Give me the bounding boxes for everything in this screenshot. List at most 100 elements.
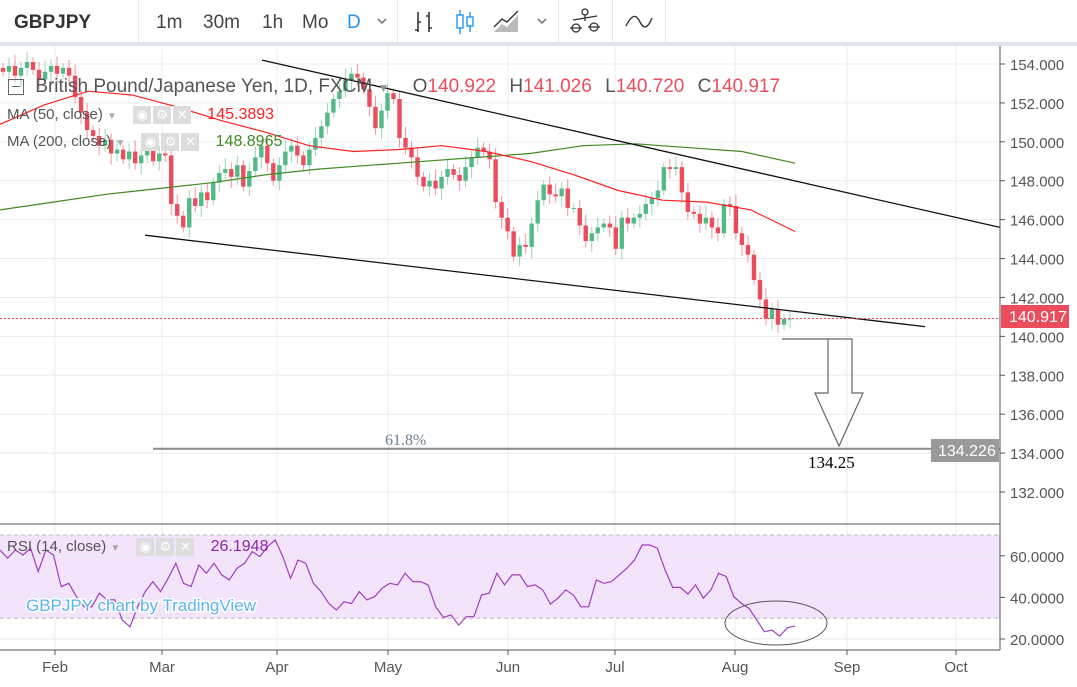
lower-trendline[interactable] [144, 234, 926, 328]
gear-icon[interactable]: ⚙ [161, 133, 180, 152]
collapse-icon[interactable] [8, 78, 24, 95]
gear-icon[interactable]: ⚙ [153, 106, 172, 125]
candle-body [451, 169, 456, 175]
dropdown-icon[interactable]: ▼ [115, 138, 126, 149]
price-tick-label: 132.000 [1010, 485, 1064, 502]
close-label: C [697, 76, 712, 97]
candle-body [601, 223, 606, 228]
candle [24, 52, 30, 76]
time-axis[interactable]: Feb Mar Apr May Jun Jul Aug Sep Oct [42, 650, 968, 676]
scale-icon [570, 8, 600, 33]
candle-body [18, 67, 24, 76]
candle [541, 179, 546, 206]
candles-button[interactable] [453, 0, 477, 42]
candle [319, 119, 324, 150]
candle [583, 214, 588, 248]
candle [271, 158, 276, 186]
candle [469, 150, 474, 179]
compare-button[interactable] [568, 0, 602, 42]
candle-body [138, 155, 144, 164]
candle-body [481, 147, 486, 152]
close-icon[interactable]: ✕ [176, 538, 195, 557]
candle [343, 68, 348, 98]
candle [60, 63, 66, 79]
eye-icon[interactable]: ◉ [141, 133, 160, 152]
candle-body [739, 233, 745, 245]
candle-body [259, 145, 264, 158]
symbol-search[interactable]: GBPJPY [14, 12, 92, 33]
time-tick-label: Jul [605, 659, 624, 676]
candle-body [499, 202, 504, 218]
chart-type-dropdown[interactable] [534, 0, 550, 42]
ma200-value: 148.8965 [215, 133, 283, 150]
candle [781, 313, 787, 330]
interval-1m[interactable]: 1m [156, 12, 183, 33]
candle [379, 104, 384, 140]
candle [739, 226, 745, 257]
interval-dropdown[interactable] [374, 0, 390, 42]
interval-30m[interactable]: 30m [203, 12, 240, 33]
symbol-legend: British Pound/Japanese Yen, 1D, FXCM ▼ O… [8, 76, 780, 98]
watermark: GBPJPY chart by TradingView [26, 596, 257, 615]
gear-icon[interactable]: ⚙ [156, 538, 175, 557]
legend-dropdown-icon[interactable]: ▼ [377, 81, 390, 95]
area-chart-button[interactable] [492, 0, 522, 42]
candle [451, 164, 456, 180]
candle-body [415, 157, 420, 177]
candles-icon [456, 10, 474, 34]
price-axis[interactable]: 154.000 152.000 150.000 148.000 146.000 144.0… [1000, 57, 1064, 502]
candle [90, 125, 96, 141]
candle-body [547, 184, 552, 195]
eye-icon[interactable]: ◉ [136, 538, 155, 557]
candle [253, 146, 258, 178]
candle-body [193, 198, 198, 207]
chevron-down-icon [537, 18, 547, 24]
candle-body [379, 110, 384, 129]
candle-body [625, 217, 630, 224]
ma50-line [0, 90, 796, 233]
candle [697, 205, 703, 234]
candle [205, 182, 210, 209]
candle [415, 147, 420, 185]
candle [72, 64, 78, 104]
dropdown-icon[interactable]: ▼ [110, 543, 121, 554]
candle-body [114, 149, 120, 154]
candle-body [685, 192, 691, 212]
candle-body [373, 106, 378, 129]
candle [66, 59, 72, 86]
candle-body [553, 194, 558, 197]
target-arrow[interactable] [782, 338, 864, 448]
high-value: 141.026 [523, 76, 592, 97]
candle-body [12, 65, 18, 76]
candle [571, 203, 576, 213]
interval-month[interactable]: Mo [302, 12, 329, 33]
time-tick-label: Apr [265, 659, 288, 676]
close-icon[interactable]: ✕ [173, 106, 192, 125]
rsi-axis[interactable]: 60.0000 40.0000 20.0000 [1000, 549, 1064, 649]
candle-body [253, 157, 258, 171]
candle-body [409, 147, 414, 158]
candle [397, 91, 402, 148]
upper-trendline[interactable] [261, 59, 1001, 229]
bar-chart-button[interactable] [412, 0, 436, 42]
rsi-oversold-ellipse[interactable] [724, 600, 828, 646]
dropdown-icon[interactable]: ▼ [107, 111, 117, 122]
close-icon[interactable]: ✕ [181, 133, 200, 152]
indicators-button[interactable] [624, 0, 654, 42]
rsi-legend: RSI (14, close) ▼ ◉ ⚙ ✕ 26.1948 [7, 538, 268, 557]
rsi-tick-label: 60.0000 [1010, 549, 1064, 566]
ma50-legend: MA (50, close) ▼ ◉ ⚙ ✕ 145.3893 [7, 106, 274, 125]
interval-day[interactable]: D [347, 12, 361, 33]
eye-icon[interactable]: ◉ [133, 106, 152, 125]
candle-body [493, 159, 498, 203]
candles [0, 52, 793, 333]
candle [769, 302, 775, 330]
candle [223, 157, 228, 180]
fib-level-label: 61.8% [385, 432, 426, 449]
interval-1h[interactable]: 1h [262, 12, 284, 33]
candle-body [529, 223, 534, 247]
candle [457, 166, 462, 191]
candle [565, 178, 570, 216]
candle [481, 142, 486, 157]
